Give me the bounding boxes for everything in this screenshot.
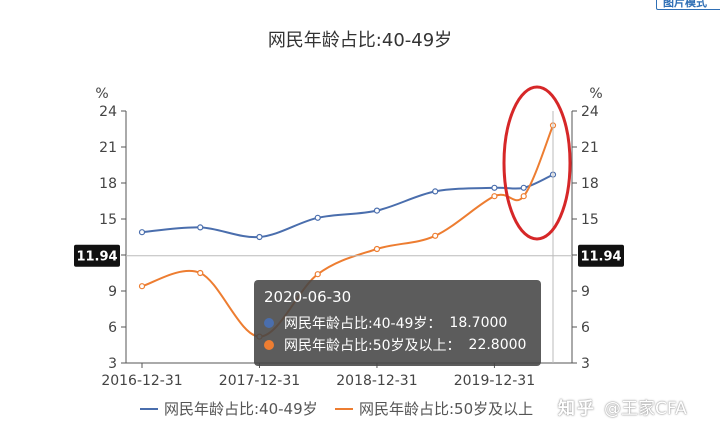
y-tick-label-left: 9 [108,284,117,300]
y-axis-left-unit: % [95,86,108,102]
y-tick-label-right: 6 [581,320,590,336]
series-line-1 [141,173,554,239]
series-2-point[interactable] [138,283,146,290]
series-1-point[interactable] [138,229,146,236]
series-2-point[interactable] [520,193,527,200]
series-1-point[interactable] [520,184,527,191]
tooltip-series-1-label: 网民年龄占比:40-49岁： [284,316,442,332]
tooltip-row: 网民年龄占比:50岁及以上： 22.8000 [264,334,531,356]
series-1-point[interactable] [491,184,498,191]
x-tick-label: 2016-12-31 [101,373,182,389]
y-tick-label-left: 21 [99,140,117,156]
series-1-point[interactable] [373,207,381,214]
image-mode-button[interactable]: 图片模式 [656,0,720,10]
tooltip-series-2-marker [264,340,274,350]
series-line-2 [141,125,554,338]
y-tick-label-left: 6 [108,320,117,336]
crosshair-label-left-bg [74,244,120,267]
y-tick-label-left: 18 [99,176,117,192]
crosshair-label-left: 11.94 [76,250,117,265]
watermark: 知乎 @王家CFA [558,394,687,419]
tooltip-series-2-label: 网民年龄占比:50岁及以上： [284,338,461,354]
series-2-point[interactable] [432,232,439,239]
zhihu-logo: 知乎 [558,399,596,419]
x-tick-label: 2018-12-31 [336,373,417,389]
series-1-point[interactable] [432,188,439,195]
x-tick-label: 2017-12-31 [219,373,300,389]
highlight-ellipse [502,85,572,241]
chart-tooltip: 2020-06-30 网民年龄占比:40-49岁： 18.7000 网民年龄占比… [254,280,541,366]
y-tick-label-right: 15 [581,212,599,228]
legend-label-1[interactable]: 网民年龄占比:40-49岁 [164,400,318,418]
chart-title: 网民年龄占比:40-49岁 [268,30,452,51]
y-tick-label-right: 3 [581,356,590,372]
y-tick-label-left: 24 [99,104,117,120]
y-tick-label-right: 9 [581,284,590,300]
watermark-author: @王家CFA [604,399,687,419]
tooltip-row: 网民年龄占比:40-49岁： 18.7000 [264,312,531,334]
crosshair-label-right: 11.94 [580,250,621,265]
series-2-point[interactable] [314,271,321,278]
tooltip-date: 2020-06-30 [264,288,352,306]
series-2-point[interactable] [197,269,204,277]
series-2-point[interactable] [373,245,381,253]
series-1-point[interactable] [314,214,321,221]
series-1-point[interactable] [197,224,204,231]
y-tick-label-right: 21 [581,140,599,156]
tooltip-series-1-value: 18.7000 [449,315,508,331]
series-2-point[interactable] [491,193,498,200]
tooltip-series-1-marker [264,318,274,328]
crosshair-label-right-bg [578,244,624,267]
legend-label-2[interactable]: 网民年龄占比:50岁及以上 [359,400,533,418]
y-tick-label-left: 15 [99,212,117,228]
series-1-point[interactable] [256,233,263,241]
y-tick-label-right: 24 [581,104,599,120]
y-axis-right-unit: % [589,86,602,102]
y-tick-label-left: 3 [108,356,117,372]
tooltip-series-2-value: 22.8000 [468,337,527,353]
x-tick-label: 2019-12-31 [454,373,535,389]
y-tick-label-right: 18 [581,176,599,192]
